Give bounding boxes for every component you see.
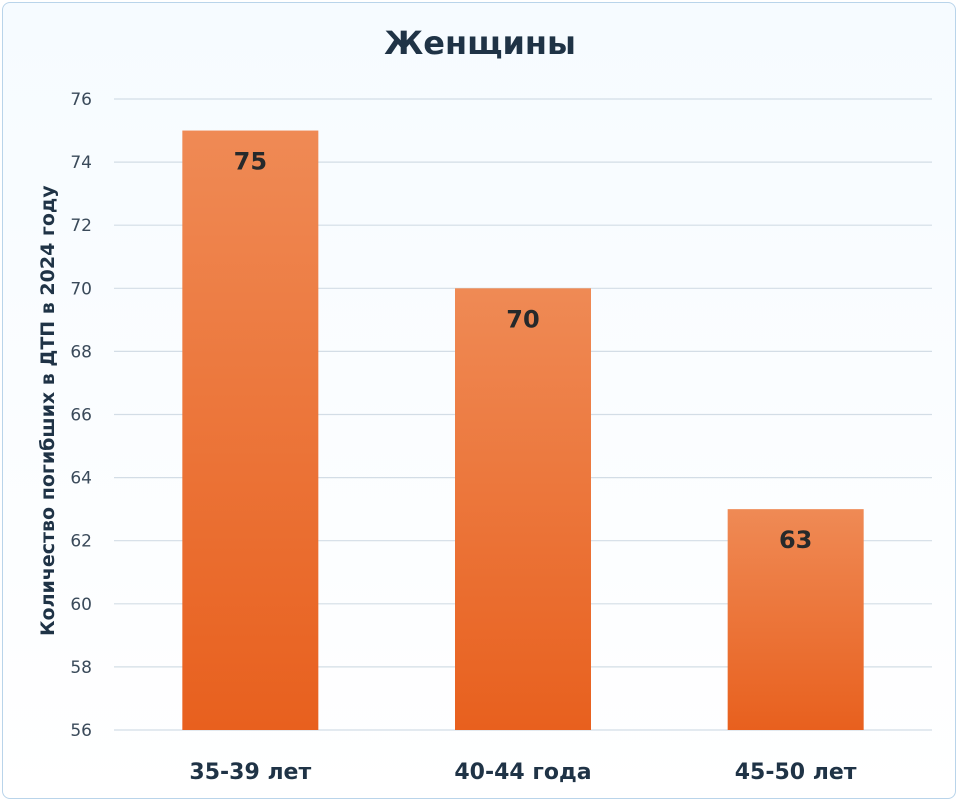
- x-category-label: 40-44 года: [454, 760, 591, 785]
- bar: [182, 130, 319, 731]
- y-tick-label: 56: [70, 721, 92, 741]
- bar: [455, 288, 591, 730]
- bar: [727, 509, 864, 730]
- y-tick-label: 66: [70, 406, 92, 426]
- chart-title: Женщины: [384, 24, 576, 62]
- y-tick-label: 76: [70, 90, 92, 110]
- y-tick-label: 60: [70, 595, 92, 615]
- x-category-label: 35-39 лет: [189, 760, 311, 785]
- y-tick-label: 70: [70, 279, 92, 299]
- bar-value-label: 63: [779, 526, 812, 554]
- y-tick-label: 62: [70, 532, 92, 552]
- x-category-label: 45-50 лет: [735, 760, 857, 785]
- bar-value-label: 75: [234, 148, 267, 176]
- y-tick-label: 64: [70, 469, 92, 489]
- y-tick-label: 68: [70, 342, 92, 362]
- y-tick-label: 58: [70, 658, 92, 678]
- y-tick-label: 72: [70, 216, 92, 236]
- bar-value-label: 70: [506, 305, 539, 333]
- y-tick-label: 74: [70, 153, 92, 173]
